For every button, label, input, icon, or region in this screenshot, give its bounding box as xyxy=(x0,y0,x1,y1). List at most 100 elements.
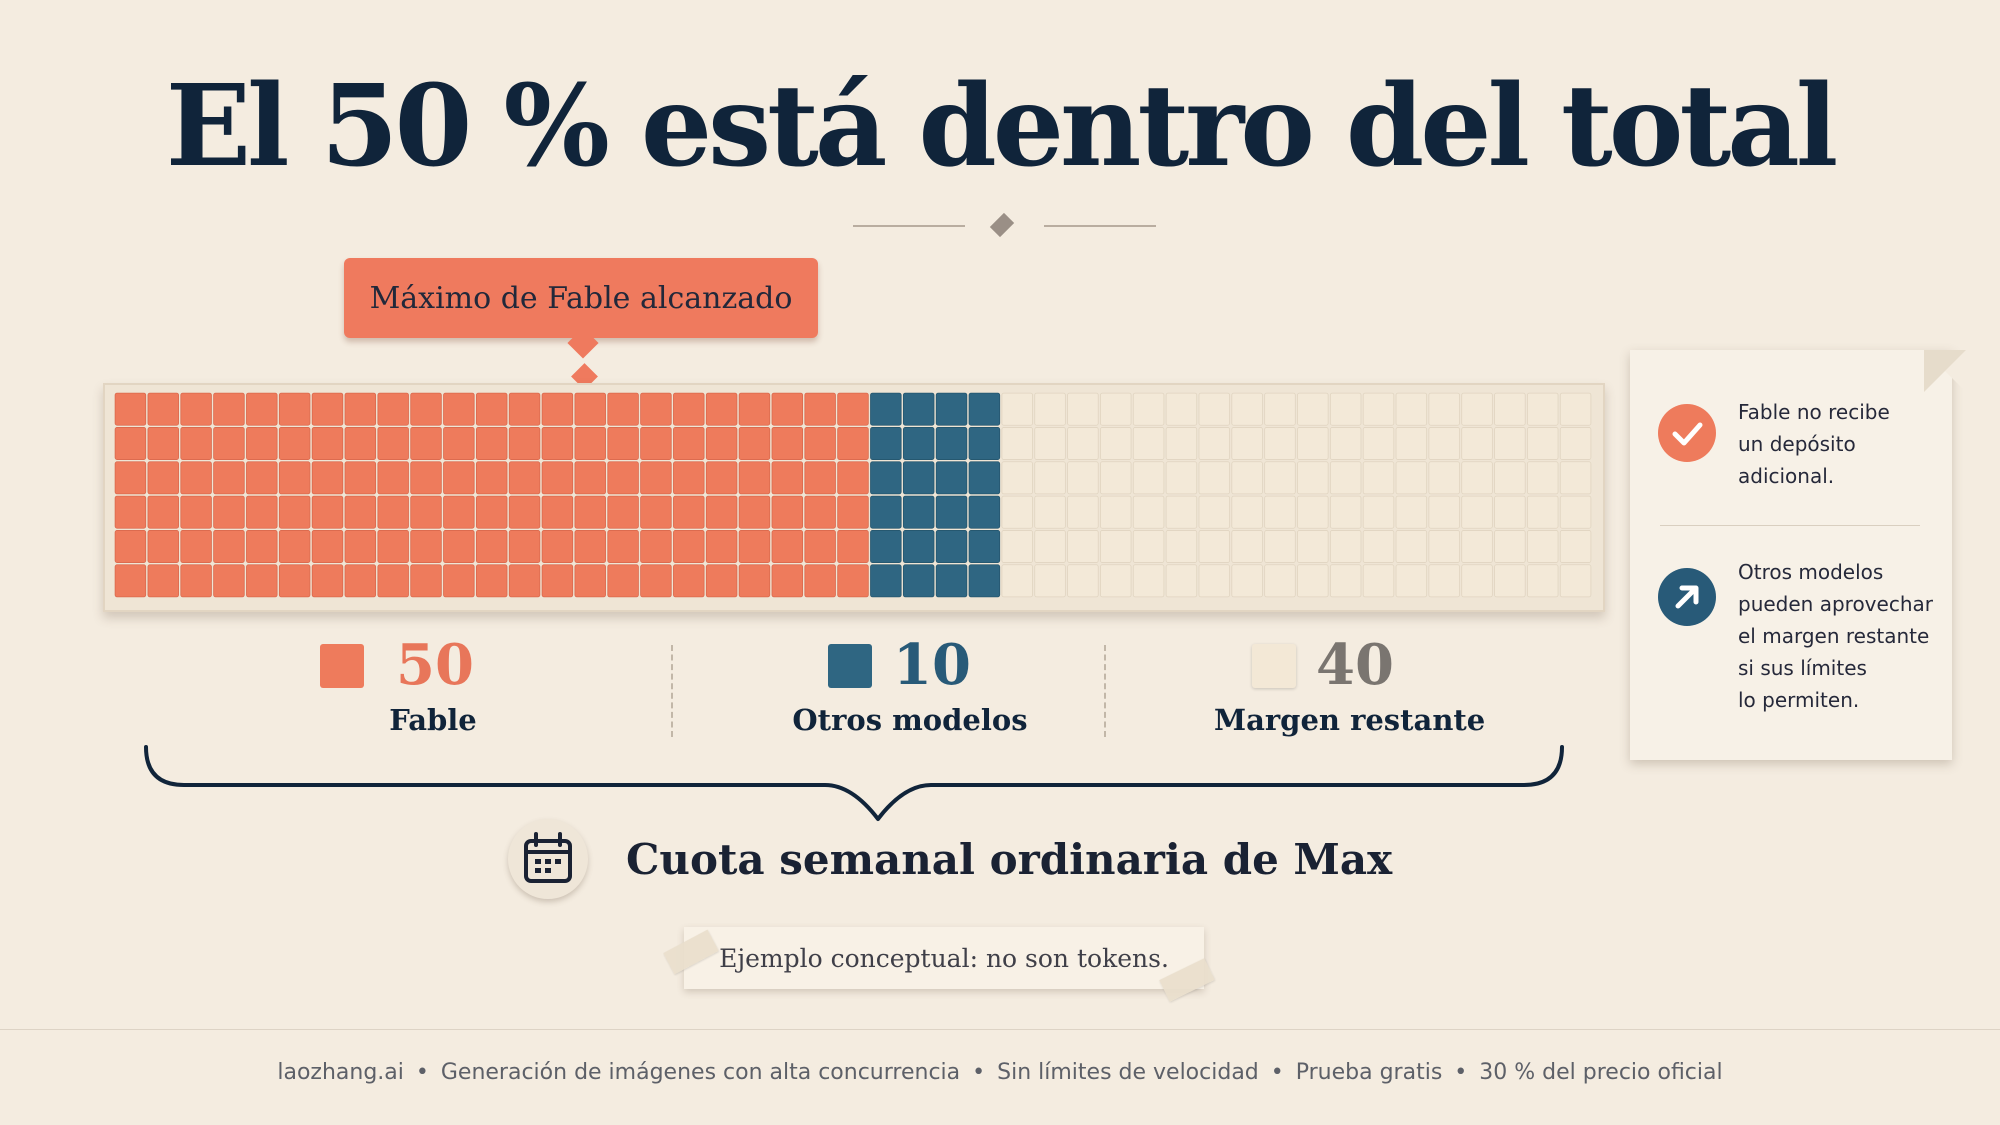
fable-cell xyxy=(246,392,278,426)
otros-cell xyxy=(935,461,968,495)
fable-cell xyxy=(673,495,705,529)
margen-cell xyxy=(1100,530,1132,563)
margen-cell xyxy=(1165,392,1198,426)
fable-cell xyxy=(508,392,541,426)
margen-cell xyxy=(1100,564,1132,598)
margen-cell xyxy=(1527,564,1559,598)
fable-cell xyxy=(311,461,344,495)
fable-cell xyxy=(837,427,869,460)
fable-max-callout: Máximo de Fable alcanzado xyxy=(344,258,818,338)
fable-cell xyxy=(377,530,409,563)
margen-cell xyxy=(1264,530,1296,563)
margen-cell xyxy=(1559,564,1592,598)
margen-cell xyxy=(1034,427,1066,460)
fable-cell xyxy=(278,564,311,598)
fable-cell xyxy=(607,461,639,495)
fable-cell xyxy=(344,564,377,598)
fable-cell xyxy=(574,564,606,598)
fable-cell xyxy=(443,564,475,598)
fable-cell xyxy=(738,392,771,426)
margen-cell xyxy=(1428,392,1460,426)
fable-cell xyxy=(541,461,574,495)
fable-cell xyxy=(377,495,409,529)
margen-cell xyxy=(1362,530,1395,563)
margen-cell xyxy=(1395,427,1428,460)
margen-cell xyxy=(1494,461,1526,495)
margen-cell xyxy=(1428,427,1460,460)
margen-cell xyxy=(1559,461,1592,495)
fable-cell xyxy=(475,495,508,529)
fable-cell xyxy=(804,495,836,529)
margen-cell xyxy=(1559,530,1592,563)
margen-cell xyxy=(1165,461,1198,495)
fable-cell xyxy=(311,495,344,529)
margen-cell xyxy=(1264,427,1296,460)
otros-cell xyxy=(870,427,902,460)
margen-cell xyxy=(1132,495,1165,529)
margen-cell xyxy=(1001,427,1033,460)
fable-cell xyxy=(114,427,147,460)
fable-cell xyxy=(410,564,442,598)
margen-cell xyxy=(1461,564,1493,598)
fable-cell xyxy=(705,530,738,563)
fable-cell xyxy=(705,495,738,529)
fable-cell xyxy=(344,530,377,563)
margen-cell xyxy=(1001,392,1033,426)
margen-cell xyxy=(1100,461,1132,495)
margen-cell xyxy=(1067,461,1099,495)
margen-cell xyxy=(1231,530,1263,563)
fable-label: Fable xyxy=(389,703,477,737)
margen-cell xyxy=(1165,427,1198,460)
fable-cell xyxy=(837,530,869,563)
otros-cell xyxy=(968,495,1001,529)
margen-cell xyxy=(1395,495,1428,529)
fable-cell xyxy=(180,495,212,529)
margen-cell xyxy=(1198,461,1231,495)
fable-cell xyxy=(311,392,344,426)
fable-cell xyxy=(640,564,672,598)
fable-cell xyxy=(607,530,639,563)
margen-cell xyxy=(1034,392,1066,426)
fable-cell xyxy=(147,530,179,563)
otros-cell xyxy=(902,461,935,495)
check-icon xyxy=(1658,404,1716,462)
fable-cell xyxy=(607,427,639,460)
fable-cell xyxy=(114,564,147,598)
margen-cell xyxy=(1428,530,1460,563)
fable-cell xyxy=(311,530,344,563)
margen-cell xyxy=(1067,392,1099,426)
fable-cell xyxy=(410,530,442,563)
fable-cell xyxy=(804,427,836,460)
total-brace xyxy=(144,745,1564,821)
otros-cell xyxy=(968,427,1001,460)
margen-cell xyxy=(1527,427,1559,460)
footer-brand: laozhang.ai xyxy=(277,1060,404,1085)
side-note-2: Otros modelos pueden aprovechar el marge… xyxy=(1738,560,1933,712)
fable-cell xyxy=(705,427,738,460)
margen-cell xyxy=(1264,392,1296,426)
margen-cell xyxy=(1132,427,1165,460)
fable-cell xyxy=(180,392,212,426)
margen-cell xyxy=(1559,427,1592,460)
margen-cell xyxy=(1329,530,1362,563)
otros-label: Otros modelos xyxy=(792,703,1028,737)
fable-cell xyxy=(574,461,606,495)
fable-cell xyxy=(147,495,179,529)
fable-value: 50 xyxy=(396,632,474,698)
fable-cell xyxy=(804,461,836,495)
margen-cell xyxy=(1362,392,1395,426)
page-title: El 50 % está dentro del total xyxy=(165,61,1839,192)
fable-cell xyxy=(213,427,245,460)
fable-cell xyxy=(705,461,738,495)
fable-cell xyxy=(673,392,705,426)
fable-cell xyxy=(508,564,541,598)
margen-cell xyxy=(1100,495,1132,529)
fable-cell xyxy=(114,461,147,495)
margen-cell xyxy=(1527,530,1559,563)
fable-cell xyxy=(640,427,672,460)
fable-cell xyxy=(443,427,475,460)
margen-cell xyxy=(1428,461,1460,495)
footer-item: Prueba gratis xyxy=(1295,1060,1443,1085)
fable-cell xyxy=(738,427,771,460)
fable-cell xyxy=(443,461,475,495)
